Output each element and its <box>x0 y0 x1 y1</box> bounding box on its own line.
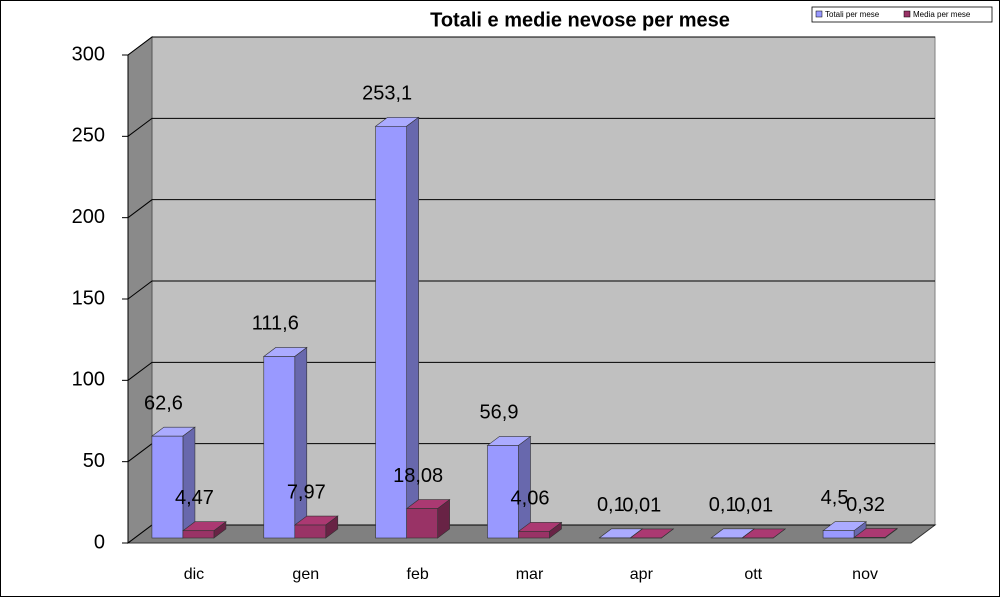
x-tick-label: mar <box>516 566 544 583</box>
data-label: 4,06 <box>511 488 550 510</box>
legend-label: Totali per mese <box>825 10 880 19</box>
data-label: 4,5 <box>821 487 849 509</box>
legend-swatch <box>815 10 823 18</box>
y-tick-label: 100 <box>72 369 105 391</box>
bar <box>518 531 550 539</box>
data-label: 0,1 <box>709 494 737 516</box>
data-label: 0,01 <box>622 494 661 516</box>
bar <box>406 508 438 539</box>
data-label: 7,97 <box>287 481 326 503</box>
x-tick-label: gen <box>292 566 319 583</box>
bar <box>294 524 327 539</box>
data-label: 0,1 <box>597 494 625 516</box>
bar <box>853 537 886 539</box>
y-tick-label: 200 <box>72 206 105 228</box>
y-tick-label: 0 <box>94 531 105 553</box>
bar <box>182 530 215 539</box>
x-tick-label: feb <box>407 566 429 583</box>
x-tick-label: nov <box>852 566 878 583</box>
y-tick-label: 300 <box>72 43 105 65</box>
data-label: 4,47 <box>175 487 214 509</box>
grid-line <box>127 117 935 137</box>
y-tick-label: 50 <box>83 450 105 472</box>
bar <box>375 125 407 539</box>
x-tick-label: dic <box>184 566 204 583</box>
bar <box>263 356 296 539</box>
grid-line <box>127 199 935 219</box>
bar <box>822 530 855 539</box>
data-label: 0,32 <box>846 494 885 516</box>
legend-swatch <box>903 10 911 18</box>
bar <box>487 445 519 539</box>
data-label: 0,01 <box>734 494 773 516</box>
chart-title: Totali e medie nevose per mese <box>430 9 730 31</box>
legend-label: Media per mese <box>913 10 971 19</box>
data-label: 18,08 <box>393 465 443 487</box>
y-tick-label: 250 <box>72 125 105 147</box>
x-tick-label: apr <box>630 566 654 583</box>
data-label: 111,6 <box>252 313 299 335</box>
y-tick-label: 150 <box>72 287 105 309</box>
bar-side <box>182 426 196 539</box>
grid-line <box>127 36 935 56</box>
bar-side <box>294 346 308 539</box>
x-tick-label: ott <box>744 566 762 583</box>
data-label: 56,9 <box>480 402 519 424</box>
grid-line <box>127 361 935 381</box>
bar <box>151 435 184 539</box>
grid-line <box>127 280 935 300</box>
data-label: 62,6 <box>144 392 183 414</box>
legend-box <box>811 6 993 23</box>
data-label: 253,1 <box>362 83 412 105</box>
